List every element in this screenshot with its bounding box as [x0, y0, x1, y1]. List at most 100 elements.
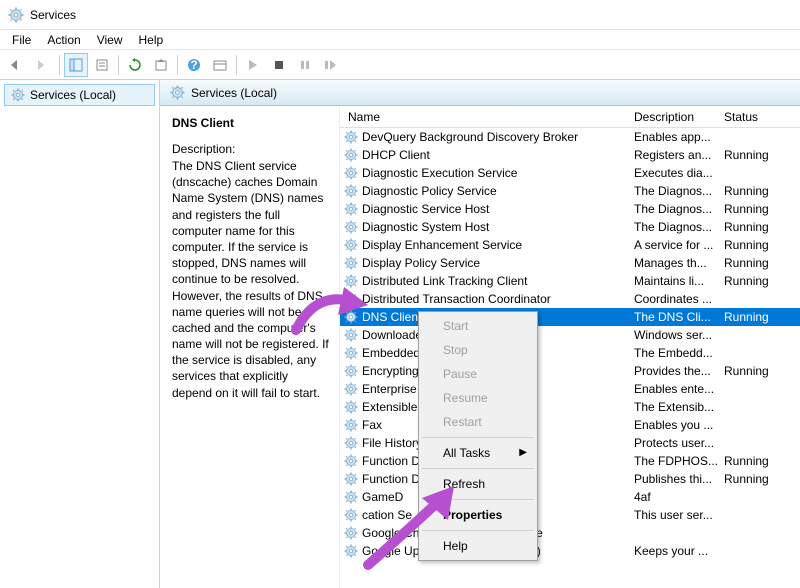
- main-header-label: Services (Local): [191, 86, 277, 100]
- restart-service-button[interactable]: [319, 53, 343, 77]
- table-row[interactable]: Distributed Transaction CoordinatorCoord…: [340, 290, 800, 308]
- properties-button[interactable]: [90, 53, 114, 77]
- col-status[interactable]: Status: [724, 110, 784, 124]
- service-icon: [344, 184, 358, 198]
- col-name[interactable]: Name: [344, 110, 634, 124]
- service-icon: [344, 364, 358, 378]
- workspace: Services (Local) Services (Local) DNS Cl…: [0, 80, 800, 588]
- context-menu: StartStopPauseResumeRestartAll Tasks▶Ref…: [418, 311, 538, 561]
- service-description: 4af: [634, 490, 724, 504]
- window-title: Services: [30, 8, 76, 22]
- menu-item-refresh[interactable]: Refresh: [421, 472, 535, 496]
- detail-desc-label: Description:: [172, 142, 329, 156]
- table-row[interactable]: Distributed Link Tracking ClientMaintain…: [340, 272, 800, 290]
- menu-item-help[interactable]: Help: [421, 534, 535, 558]
- service-icon: [344, 292, 358, 306]
- show-hide-tree-button[interactable]: [64, 53, 88, 77]
- table-row[interactable]: Google Chrome Elevation Service: [340, 524, 800, 542]
- service-description: Keeps your ...: [634, 544, 724, 558]
- table-row[interactable]: GameD4af: [340, 488, 800, 506]
- service-icon: [344, 328, 358, 342]
- table-row[interactable]: FaxEnables you ...: [340, 416, 800, 434]
- start-service-button[interactable]: [241, 53, 265, 77]
- menu-action[interactable]: Action: [39, 31, 88, 49]
- service-description: This user ser...: [634, 508, 724, 522]
- services-icon: [170, 85, 185, 100]
- service-description: Coordinates ...: [634, 292, 724, 306]
- table-row[interactable]: Embedded MoThe Embedd...: [340, 344, 800, 362]
- service-description: The Diagnos...: [634, 184, 724, 198]
- col-description[interactable]: Description: [634, 110, 724, 124]
- help-button[interactable]: ?: [182, 53, 206, 77]
- nav-tree: Services (Local): [0, 80, 160, 588]
- service-status: Running: [724, 472, 784, 486]
- table-row[interactable]: DevQuery Background Discovery BrokerEnab…: [340, 128, 800, 146]
- service-icon: [344, 220, 358, 234]
- service-name: Diagnostic Service Host: [362, 202, 634, 216]
- back-button[interactable]: [5, 53, 29, 77]
- table-row[interactable]: Encrypting FileProvides the...Running: [340, 362, 800, 380]
- service-icon: [344, 274, 358, 288]
- service-name: Diagnostic Policy Service: [362, 184, 634, 198]
- service-icon: [344, 238, 358, 252]
- nav-root-item[interactable]: Services (Local): [4, 84, 155, 106]
- table-row[interactable]: Function DiscoPublishes thi...Running: [340, 470, 800, 488]
- service-name: Distributed Transaction Coordinator: [362, 292, 634, 306]
- menu-item-restart: Restart: [421, 410, 535, 434]
- menu-separator: [422, 437, 534, 438]
- table-row[interactable]: Display Policy ServiceManages th...Runni…: [340, 254, 800, 272]
- service-description: Registers an...: [634, 148, 724, 162]
- service-description: Protects user...: [634, 436, 724, 450]
- submenu-arrow-icon: ▶: [519, 447, 527, 458]
- table-row[interactable]: Diagnostic System HostThe Diagnos...Runn…: [340, 218, 800, 236]
- service-icon: [344, 256, 358, 270]
- service-icon: [344, 400, 358, 414]
- service-description: Enables ente...: [634, 382, 724, 396]
- export-button[interactable]: [149, 53, 173, 77]
- table-row[interactable]: Diagnostic Service HostThe Diagnos...Run…: [340, 200, 800, 218]
- table-row[interactable]: Downloaded MWindows ser...: [340, 326, 800, 344]
- menu-help[interactable]: Help: [131, 31, 172, 49]
- table-row[interactable]: Diagnostic Execution ServiceExecutes dia…: [340, 164, 800, 182]
- refresh-button[interactable]: [123, 53, 147, 77]
- table-row[interactable]: Extensible AuthThe Extensib...: [340, 398, 800, 416]
- nav-root-label: Services (Local): [30, 88, 116, 102]
- service-icon: [344, 148, 358, 162]
- menu-item-stop: Stop: [421, 338, 535, 362]
- main-header: Services (Local): [160, 80, 800, 106]
- table-row[interactable]: Enterprise AppEnables ente...: [340, 380, 800, 398]
- service-icon: [344, 346, 358, 360]
- service-description: Publishes thi...: [634, 472, 724, 486]
- toolbar: ?: [0, 50, 800, 80]
- service-name: Display Enhancement Service: [362, 238, 634, 252]
- table-row[interactable]: Google Update Service (gupdate)Keeps you…: [340, 542, 800, 560]
- forward-button[interactable]: [31, 53, 55, 77]
- menu-item-all-tasks[interactable]: All Tasks▶: [421, 441, 535, 465]
- pause-service-button[interactable]: [293, 53, 317, 77]
- service-icon: [344, 544, 358, 558]
- stop-service-button[interactable]: [267, 53, 291, 77]
- table-row[interactable]: DNS ClientThe DNS Cli...Running: [340, 308, 800, 326]
- app-icon: [8, 7, 24, 23]
- menu-item-properties[interactable]: Properties: [421, 503, 535, 527]
- toolbar-separator: [118, 55, 119, 75]
- table-row[interactable]: Diagnostic Policy ServiceThe Diagnos...R…: [340, 182, 800, 200]
- menu-view[interactable]: View: [89, 31, 131, 49]
- menu-file[interactable]: File: [4, 31, 39, 49]
- service-name: Distributed Link Tracking Client: [362, 274, 634, 288]
- menu-separator: [422, 530, 534, 531]
- service-description: The FDPHOS...: [634, 454, 724, 468]
- table-row[interactable]: DHCP ClientRegisters an...Running: [340, 146, 800, 164]
- view-button[interactable]: [208, 53, 232, 77]
- list-header: Name Description Status: [340, 106, 800, 128]
- menu-separator: [422, 468, 534, 469]
- service-name: Diagnostic Execution Service: [362, 166, 634, 180]
- service-description: The Diagnos...: [634, 202, 724, 216]
- menubar: File Action View Help: [0, 30, 800, 50]
- table-row[interactable]: Function DiscoThe FDPHOS...Running: [340, 452, 800, 470]
- table-row[interactable]: Display Enhancement ServiceA service for…: [340, 236, 800, 254]
- service-description: The DNS Cli...: [634, 310, 724, 324]
- table-row[interactable]: File History SeProtects user...: [340, 434, 800, 452]
- table-row[interactable]: cation SeThis user ser...: [340, 506, 800, 524]
- detail-description: The DNS Client service (dnscache) caches…: [172, 158, 329, 401]
